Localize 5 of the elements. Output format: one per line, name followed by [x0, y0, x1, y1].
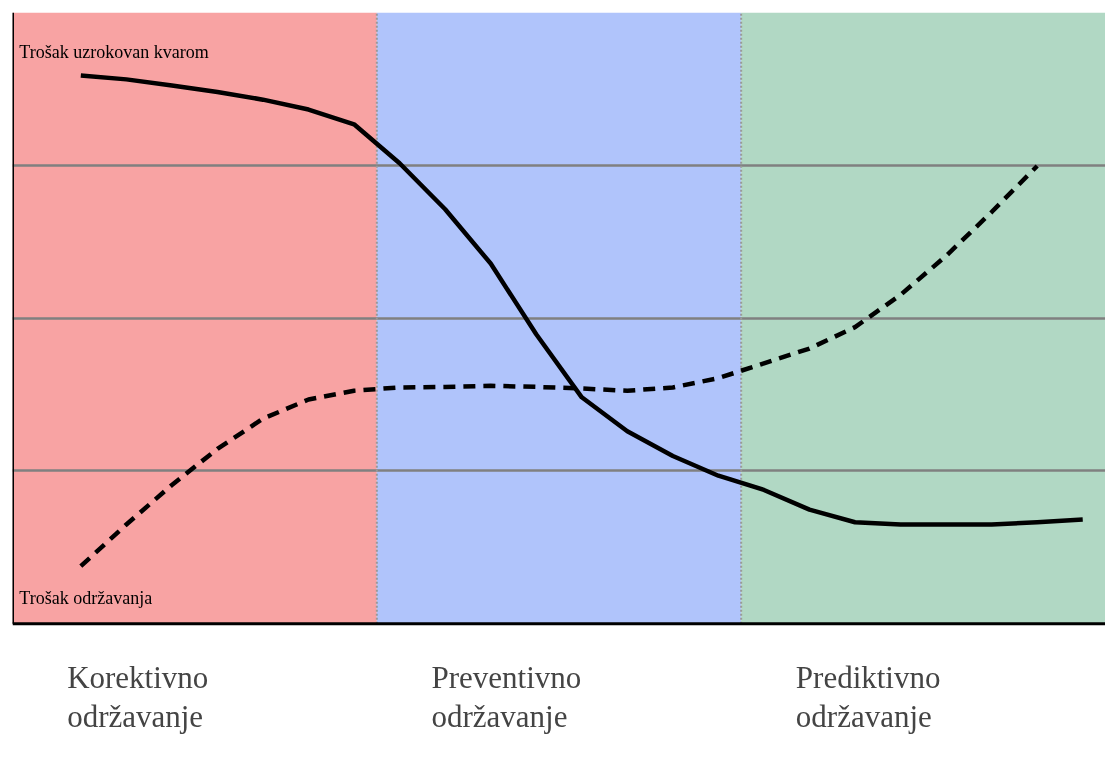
- text: Preventivno održavanje: [431, 660, 582, 734]
- series-label: Trošak održavanja: [19, 588, 153, 609]
- text: Korektivno održavanje: [67, 660, 209, 734]
- series-label: Trošak uzrokovan kvarom: [19, 41, 209, 62]
- text: Prediktivno održavanje: [795, 660, 941, 734]
